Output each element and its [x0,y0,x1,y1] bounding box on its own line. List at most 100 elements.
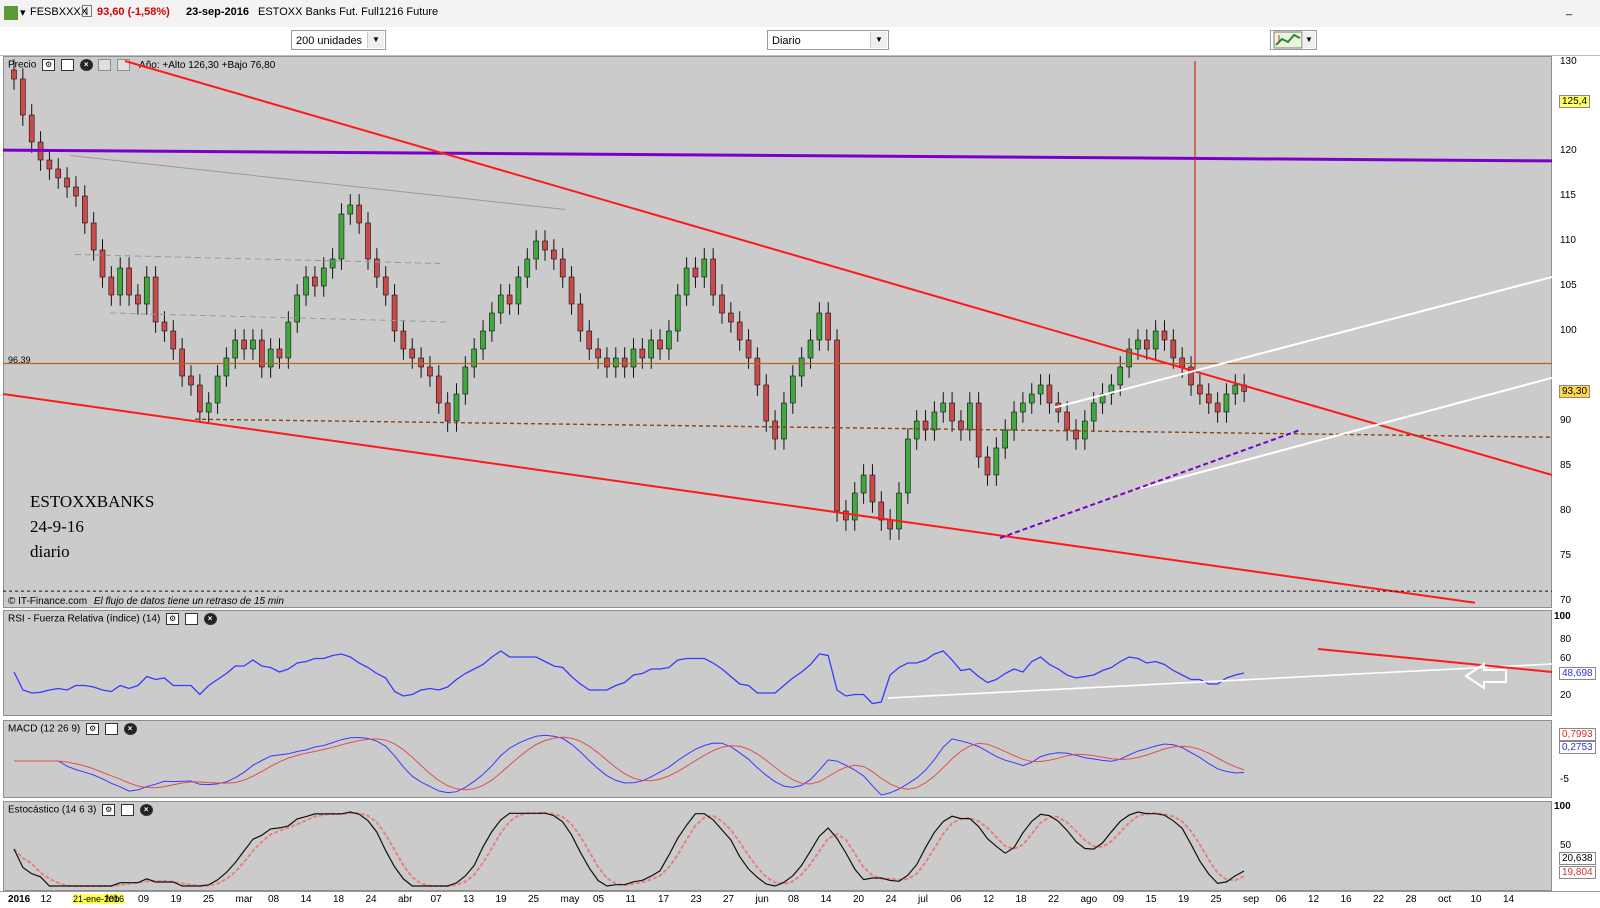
chevron-down-icon[interactable]: ▼ [367,32,384,48]
wrench-icon[interactable]: ⚙ [102,804,116,816]
candle-body [188,375,194,386]
wrench-icon[interactable]: ⚙ [86,723,100,735]
date-label: 06 [950,894,962,905]
chart-type-button[interactable]: ▼ [1270,30,1317,50]
date-label: 25 [203,894,215,905]
chevron-down-icon[interactable]: ▼ [870,32,887,48]
candle-body [312,276,318,287]
close-icon[interactable]: × [203,613,217,625]
minimize-button[interactable]: _ [1566,4,1573,16]
candle-body [860,474,867,494]
rsi-resistance-line [1317,648,1553,673]
candle-body [754,357,761,386]
wrench-icon[interactable]: ⚙ [42,59,56,71]
candle-body [409,348,416,359]
candle-body [161,321,168,332]
date-label: 18 [1015,894,1027,905]
date-label: 24 [885,894,897,905]
date-label: feb [105,894,120,905]
candle-body [46,159,53,170]
date-label: 28 [1405,894,1417,905]
candle-body [701,258,708,278]
candle-body [816,312,823,341]
purple-dashed-trend [999,429,1301,539]
date-label: 17 [658,894,670,905]
date-label: sep [1243,894,1260,905]
date-label: 25 [1210,894,1222,905]
date-label: 14 [820,894,832,905]
dropdown-arrow-icon[interactable]: ▾ [20,7,26,19]
candle-body [28,114,35,143]
candle-body [710,258,716,296]
axis-tick: 50 [1560,840,1572,851]
period-select[interactable]: Diario ▼ [767,30,889,50]
close-icon[interactable]: × [79,59,93,71]
candle-body [55,168,62,179]
close-icon[interactable]: × [139,804,153,816]
units-select[interactable]: 200 unidades ▼ [291,30,386,50]
date-label: 07 [430,894,442,905]
date-label: 25 [528,894,540,905]
candle-body [471,348,478,368]
candle-body [869,474,876,503]
candle-body [1073,429,1079,440]
candle-body [798,357,805,377]
candle-body [444,402,451,422]
candle-body [20,78,26,116]
date-label: 19 [170,894,182,905]
window-icon[interactable] [184,613,198,625]
macd-signal-tag: 0,7993 [1559,728,1596,741]
instrument-description: ESTOXX Banks Fut. Full1216 Future [258,6,439,18]
rsi-panel: RSI - Fuerza Relativa (índice) (14) ⚙ × [3,610,1552,716]
rsi-panel-title: RSI - Fuerza Relativa (índice) (14) [8,613,161,625]
app-icon [4,6,18,20]
candle-body [843,510,849,521]
window-icon[interactable] [120,804,134,816]
grey-dashed-line [109,312,451,323]
candle-body [170,330,177,350]
channel-upper-line [1054,276,1553,409]
candle-body [232,339,239,359]
candle-body [1205,393,1212,404]
window-icon[interactable] [104,723,118,735]
candle-body [1082,420,1088,440]
candle-body [1223,393,1230,413]
candle-body [1232,384,1239,395]
candle-body [772,420,778,440]
candle-body [922,420,929,431]
axis-tick: 85 [1560,460,1572,471]
candle-body [913,420,920,440]
candle-body [497,294,504,314]
candle-body [1002,429,1009,449]
arrow-icon[interactable] [98,59,112,71]
grey-trend-line [69,155,566,210]
candle-body [1011,411,1017,431]
wrench-icon[interactable]: ⚙ [166,613,180,625]
date-label: 27 [723,894,735,905]
candle-body [639,348,646,359]
chevron-down-icon[interactable]: ▼ [1302,32,1315,48]
date-label: 11 [625,894,636,905]
candle-body [285,321,292,359]
candle-body [745,339,752,359]
symbol-label[interactable]: FESBXXXX [30,6,89,18]
candle-body [674,294,681,332]
candle-body [568,276,575,305]
downtrend-line-upper [124,60,1553,476]
candle-body [728,312,734,323]
window-icon[interactable] [60,59,74,71]
axis-tick: 80 [1560,634,1572,645]
grey-dashed-line [74,254,441,264]
candle-body [515,276,522,305]
current-price-tag: 93,30 [1559,385,1591,398]
date-label: 20 [853,894,865,905]
candle-body [267,348,274,368]
info-icon[interactable]: i [82,5,92,17]
date-label: 08 [788,894,800,905]
date-label: 22 [1048,894,1060,905]
date-label: 16 [1340,894,1352,905]
candle-body [435,375,442,404]
close-icon[interactable]: × [123,723,137,735]
chart-annotation: ESTOXXBANKS 24-9-16 diario [30,489,154,564]
